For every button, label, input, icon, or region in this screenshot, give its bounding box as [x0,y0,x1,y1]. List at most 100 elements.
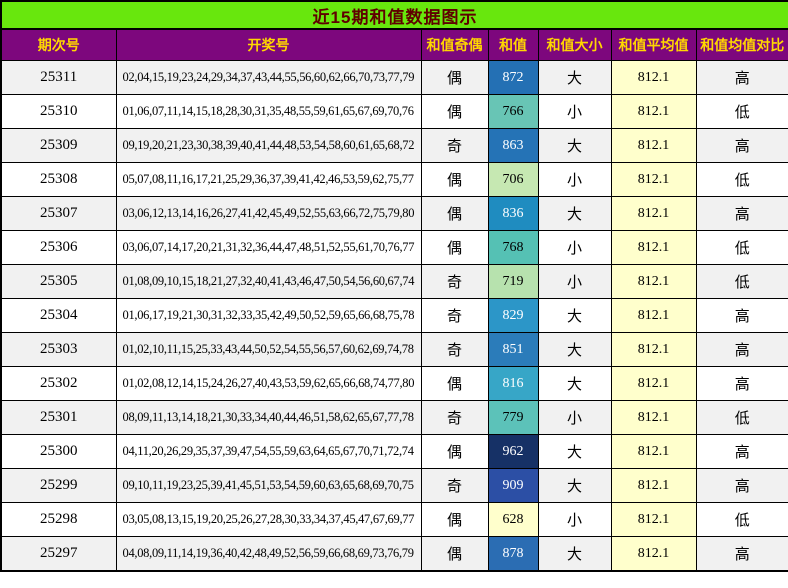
sum-parity-cell: 偶 [420,196,489,231]
table-row: 25310 01,06,07,11,14,15,18,28,30,31,35,4… [0,94,788,129]
sum-average-cell: 812.1 [610,230,697,265]
sum-value-cell: 816 [487,366,539,401]
column-header-parity: 和值奇偶 [420,28,489,61]
sum-size-cell: 大 [537,468,612,503]
column-header-average: 和值平均值 [610,28,697,61]
sum-value-cell: 766 [487,94,539,129]
table-row: 25297 04,08,09,11,14,19,36,40,42,48,49,5… [0,536,788,572]
sum-average-cell: 812.1 [610,332,697,367]
table-row: 25305 01,08,09,10,15,18,21,27,32,40,41,4… [0,264,788,299]
sum-average-cell: 812.1 [610,434,697,469]
sum-size-cell: 大 [537,298,612,333]
period-cell: 25306 [0,230,117,265]
draw-numbers-cell: 04,11,20,26,29,35,37,39,47,54,55,59,63,6… [115,434,422,469]
column-header-sum: 和值 [487,28,539,61]
sum-compare-cell: 高 [695,332,788,367]
sum-average-cell: 812.1 [610,468,697,503]
draw-numbers-cell: 03,06,12,13,14,16,26,27,41,42,45,49,52,5… [115,196,422,231]
sum-size-cell: 小 [537,94,612,129]
sum-value-cell: 706 [487,162,539,197]
sum-average-cell: 812.1 [610,366,697,401]
sum-parity-cell: 奇 [420,400,489,435]
draw-numbers-cell: 03,06,07,14,17,20,21,31,32,36,44,47,48,5… [115,230,422,265]
sum-size-cell: 小 [537,502,612,537]
period-cell: 25300 [0,434,117,469]
table-row: 25303 01,02,10,11,15,25,33,43,44,50,52,5… [0,332,788,367]
column-header-period: 期次号 [0,28,117,61]
table-row: 25311 02,04,15,19,23,24,29,34,37,43,44,5… [0,60,788,95]
sum-average-cell: 812.1 [610,298,697,333]
sum-parity-cell: 偶 [420,434,489,469]
sum-value-cell: 872 [487,60,539,95]
sum-parity-cell: 偶 [420,94,489,129]
sum-parity-cell: 奇 [420,298,489,333]
sum-compare-cell: 低 [695,264,788,299]
sum-parity-cell: 奇 [420,332,489,367]
sum-parity-cell: 奇 [420,128,489,163]
table-row: 25306 03,06,07,14,17,20,21,31,32,36,44,4… [0,230,788,265]
sum-compare-cell: 高 [695,128,788,163]
sum-size-cell: 小 [537,230,612,265]
sum-average-cell: 812.1 [610,264,697,299]
table-body: 25311 02,04,15,19,23,24,29,34,37,43,44,5… [0,60,788,572]
sum-size-cell: 大 [537,332,612,367]
draw-numbers-cell: 03,05,08,13,15,19,20,25,26,27,28,30,33,3… [115,502,422,537]
sum-value-cell: 628 [487,502,539,537]
sum-parity-cell: 偶 [420,502,489,537]
sum-size-cell: 小 [537,264,612,299]
column-header-size: 和值大小 [537,28,612,61]
sum-parity-cell: 奇 [420,264,489,299]
table-row: 25304 01,06,17,19,21,30,31,32,33,35,42,4… [0,298,788,333]
sum-compare-cell: 高 [695,196,788,231]
table-row: 25298 03,05,08,13,15,19,20,25,26,27,28,3… [0,502,788,537]
draw-numbers-cell: 09,10,11,19,23,25,39,41,45,51,53,54,59,6… [115,468,422,503]
table-row: 25308 05,07,08,11,16,17,21,25,29,36,37,3… [0,162,788,197]
period-cell: 25305 [0,264,117,299]
period-cell: 25297 [0,536,117,572]
sum-parity-cell: 奇 [420,468,489,503]
sum-average-cell: 812.1 [610,128,697,163]
table-row: 25302 01,02,08,12,14,15,24,26,27,40,43,5… [0,366,788,401]
sum-compare-cell: 高 [695,434,788,469]
table-row: 25301 08,09,11,13,14,18,21,30,33,34,40,4… [0,400,788,435]
sum-value-cell: 779 [487,400,539,435]
sum-size-cell: 大 [537,366,612,401]
sum-compare-cell: 低 [695,162,788,197]
sum-parity-cell: 偶 [420,60,489,95]
page-title: 近15期和值数据图示 [0,0,788,30]
sum-size-cell: 大 [537,434,612,469]
sum-value-cell: 962 [487,434,539,469]
sum-value-cell: 851 [487,332,539,367]
sum-compare-cell: 低 [695,94,788,129]
title-row: 近15期和值数据图示 [0,0,788,30]
sum-compare-cell: 低 [695,502,788,537]
sum-compare-cell: 高 [695,366,788,401]
sum-value-cell: 878 [487,536,539,572]
sum-value-cell: 829 [487,298,539,333]
draw-numbers-cell: 05,07,08,11,16,17,21,25,29,36,37,39,41,4… [115,162,422,197]
sum-value-cell: 863 [487,128,539,163]
draw-numbers-cell: 02,04,15,19,23,24,29,34,37,43,44,55,56,6… [115,60,422,95]
draw-numbers-cell: 01,06,07,11,14,15,18,28,30,31,35,48,55,5… [115,94,422,129]
sum-value-cell: 836 [487,196,539,231]
sum-size-cell: 大 [537,536,612,572]
period-cell: 25311 [0,60,117,95]
sum-value-cell: 909 [487,468,539,503]
period-cell: 25309 [0,128,117,163]
sum-size-cell: 小 [537,400,612,435]
sum-parity-cell: 偶 [420,230,489,265]
sum-parity-cell: 偶 [420,162,489,197]
sum-compare-cell: 高 [695,60,788,95]
sum-value-cell: 719 [487,264,539,299]
sum-average-cell: 812.1 [610,94,697,129]
sum-compare-cell: 高 [695,536,788,572]
table-row: 25307 03,06,12,13,14,16,26,27,41,42,45,4… [0,196,788,231]
period-cell: 25299 [0,468,117,503]
sum-average-cell: 812.1 [610,162,697,197]
column-header-row: 期次号 开奖号 和值奇偶 和值 和值大小 和值平均值 和值均值对比 [0,28,788,61]
period-cell: 25298 [0,502,117,537]
period-cell: 25301 [0,400,117,435]
sum-value-cell: 768 [487,230,539,265]
period-cell: 25310 [0,94,117,129]
column-header-numbers: 开奖号 [115,28,422,61]
